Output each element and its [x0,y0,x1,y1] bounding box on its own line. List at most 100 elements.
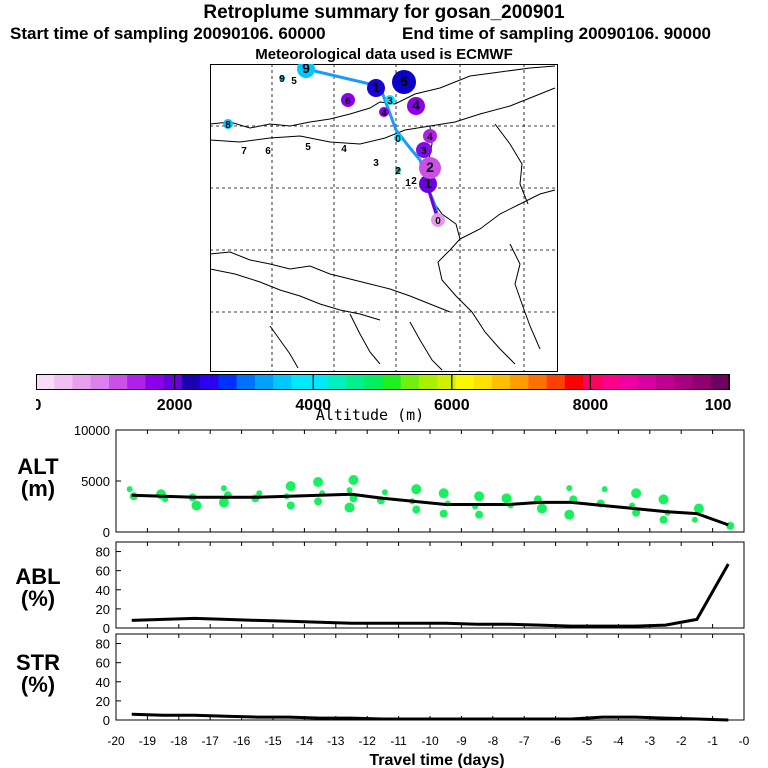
colorbar-cell [619,374,639,389]
trajectory-day-label: 0 [435,216,441,227]
colorbar-cell [637,374,657,389]
y-tick-label: 20 [96,694,110,709]
abl-ylabel-2: (%) [20,586,56,611]
y-tick-label: 40 [96,583,110,598]
colorbar-cell [90,374,110,389]
alt-scatter-point [346,487,353,494]
y-tick-label: 60 [96,564,110,579]
trajectory-day-label: 6 [400,73,408,89]
trajectory-day-label: 2 [426,159,434,175]
colorbar-cell [163,374,183,389]
colorbar-label: Altitude (m) [316,406,424,424]
trajectory-day-label: 0 [395,134,401,145]
colorbar-cell [309,374,329,389]
x-tick-label: -16 [233,734,251,748]
colorbar-cell [236,374,256,389]
trajectory-marker [423,129,437,143]
trajectory-day-label: 9 [279,74,285,85]
colorbar-cell [145,374,165,389]
colorbar-cell [218,374,238,389]
trajectory-marker [419,157,441,179]
colorbar-cell [583,374,602,389]
y-tick-label: 5000 [81,474,110,489]
trajectory-marker [379,107,389,117]
colorbar-cell [656,374,675,389]
trajectory-marker [385,95,395,105]
colorbar-tick-label: 2000 [157,397,193,414]
colorbar-tick-label: 0 [36,397,42,414]
alt-scatter-point [286,501,295,510]
alt-scatter-point [344,502,355,513]
x-tick-label: -20 [107,734,125,748]
x-tick-label: -13 [327,734,345,748]
colorbar-tick-label: 10000 [705,397,732,414]
str-line [131,712,729,722]
colorbar-cell [692,374,712,389]
x-tick-label: -11 [390,734,407,748]
y-tick-label: 0 [103,713,110,728]
alt-scatter-point [218,497,229,508]
map-coastlines [210,65,556,371]
alt-scatter-point [126,486,133,493]
alt-scatter-point [501,493,512,504]
alt-scatter-point [191,500,202,511]
trajectory-day-label: 4 [412,97,420,113]
colorbar-cell [400,374,420,389]
colorbar-cell [181,374,201,389]
colorbar-cell [200,374,219,389]
str-plot: 0 20 40 60 80 [96,633,745,728]
alt-mean-line [131,492,729,527]
x-tick-label: -0 [739,734,750,748]
y-tick-label: 10000 [74,423,110,438]
colorbar-cell [528,374,548,389]
alt-scatter-point [256,490,263,497]
colorbar-cell [364,374,383,389]
colorbar-cell [455,374,475,389]
y-tick-label: 0 [103,621,110,636]
alt-scatter-point [439,509,448,518]
colorbar-tick-label: 8000 [573,397,609,414]
x-axis: -20 -19 -18 -17 -16 -15 -14 -13 -12 -11 -10 -9 -8 -7 -… [107,734,749,748]
colorbar-cell [346,374,365,389]
colorbar-cell [327,374,347,389]
y-tick-label: 80 [96,637,110,652]
alt-scatter-point [348,474,359,485]
end-time-text: End time of sampling 20090106. 90000 [402,24,711,43]
trajectory-marker [431,213,445,227]
y-tick-label: 20 [96,602,110,617]
alt-ylabel-2: (m) [20,476,56,501]
altitude-colorbar: 0 2000 4000 6000 8000 10000 Altitude (m) [36,374,732,424]
trajectory-day-label: 1 [372,79,380,95]
trajectory-marker [416,142,432,158]
x-tick-label: -1 [707,734,718,748]
y-tick-label: 80 [96,545,110,560]
trajectory-marker [419,175,437,193]
x-tick-label: -7 [519,734,530,748]
trajectory-marker [367,79,385,97]
abl-ylabel-1: ABL [15,564,61,589]
alt-scatter-point [631,488,642,499]
colorbar-cell [291,374,311,389]
trajectory-day-label: 3 [421,146,427,157]
alt-scatter-point [659,515,668,524]
alt-scatter-point [475,510,484,519]
trajectory-day-label: 4 [381,108,387,119]
trajectory-day-label: 4 [341,144,347,155]
y-tick-label: 60 [96,656,110,671]
trajectory-marker [407,97,425,115]
trajectory-day-label: 2 [411,176,417,187]
chart-title: Retroplume summary for gosan_200901 [203,2,565,23]
alt-scatter-point [601,486,608,493]
colorbar-tick-label: 6000 [434,397,470,414]
x-tick-label: -8 [487,734,498,748]
x-tick-label: -3 [644,734,655,748]
y-tick-label: 0 [103,525,110,540]
colorbar-cell [108,374,128,389]
x-axis-label: Travel time (days) [369,752,504,768]
time-series-plots: 0 5000 10000 0 20 40 60 80 0 20 40 60 80 -20 -19 -18… [74,423,750,768]
colorbar-cell [382,374,402,389]
colorbar-cell [710,374,730,389]
x-tick-label: -14 [296,734,314,748]
met-data-text: Meteorological data used is ECMWF [255,46,513,63]
